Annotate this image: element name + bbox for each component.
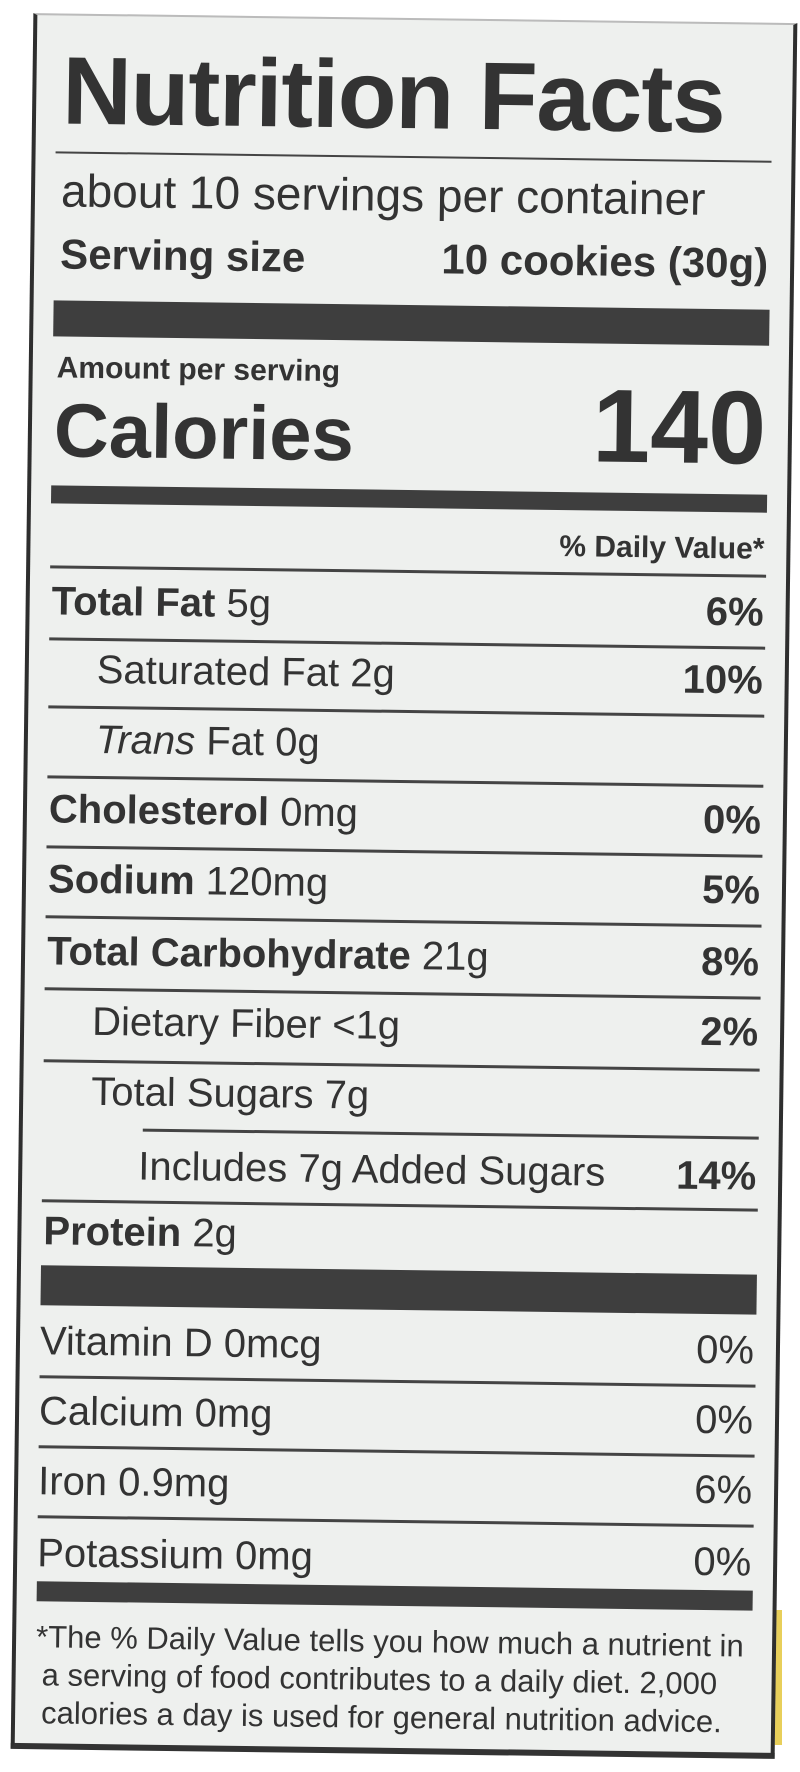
nutrient-trans-fat: Trans Fat 0g [95, 717, 320, 765]
nutrient-total-fat: Total Fat 5g [51, 579, 272, 627]
daily-value-header: % Daily Value* [559, 530, 765, 566]
potassium: Potassium 0mg [36, 1531, 314, 1579]
nutrient-total-sugars: Total Sugars 7g [90, 1069, 370, 1118]
vitamin-d: Vitamin D 0mcg [39, 1319, 322, 1367]
label-title: Nutrition Facts [61, 37, 726, 154]
nutrient-cholesterol: Cholesterol 0mg [48, 787, 359, 836]
dv-iron: 6% [694, 1467, 753, 1513]
dv-cholesterol: 0% [702, 797, 762, 843]
footnote-line: calories a day is used for general nutri… [40, 1695, 722, 1740]
dv-vitamin-d: 0% [695, 1327, 755, 1373]
nutrient-dietary-fiber: Dietary Fiber <1g [91, 999, 401, 1048]
nutrient-total-carbohydrate: Total Carbohydrate 21g [46, 929, 489, 980]
divider-medium [36, 1581, 753, 1611]
divider-medium [50, 485, 768, 513]
calcium: Calcium 0mg [38, 1389, 273, 1437]
nutrient-saturated-fat: Saturated Fat 2g [96, 647, 396, 696]
dv-potassium: 0% [693, 1539, 752, 1585]
dv-total-carbohydrate: 8% [700, 939, 760, 985]
nutrient-added-sugars: Includes 7g Added Sugars [138, 1144, 606, 1195]
dv-added-sugars: 14% [675, 1153, 757, 1199]
divider-thick [53, 300, 770, 346]
calories-value: 140 [591, 368, 767, 487]
footnote-line: *The % Daily Value tells you how much a … [35, 1619, 744, 1664]
serving-size-label: Serving size [59, 230, 306, 281]
dv-calcium: 0% [694, 1397, 754, 1443]
footnote-line: a serving of food contributes to a daily… [41, 1657, 718, 1702]
dv-total-fat: 6% [705, 589, 764, 635]
amount-per-serving: Amount per serving [56, 351, 341, 389]
servings-per-container: about 10 servings per container [60, 164, 706, 225]
dv-sodium: 5% [701, 867, 761, 913]
serving-size-value: 10 cookies (30g) [441, 235, 769, 287]
divider-thick [40, 1265, 757, 1315]
nutrient-protein: Protein 2g [43, 1209, 238, 1256]
iron: Iron 0.9mg [37, 1459, 230, 1506]
nutrient-sodium: Sodium 120mg [47, 857, 329, 906]
dv-dietary-fiber: 2% [700, 1009, 759, 1055]
nutrition-facts-label: Nutrition Facts about 10 servings per co… [10, 13, 798, 1759]
calories-label: Calories [53, 388, 355, 478]
dv-saturated-fat: 10% [682, 657, 764, 703]
